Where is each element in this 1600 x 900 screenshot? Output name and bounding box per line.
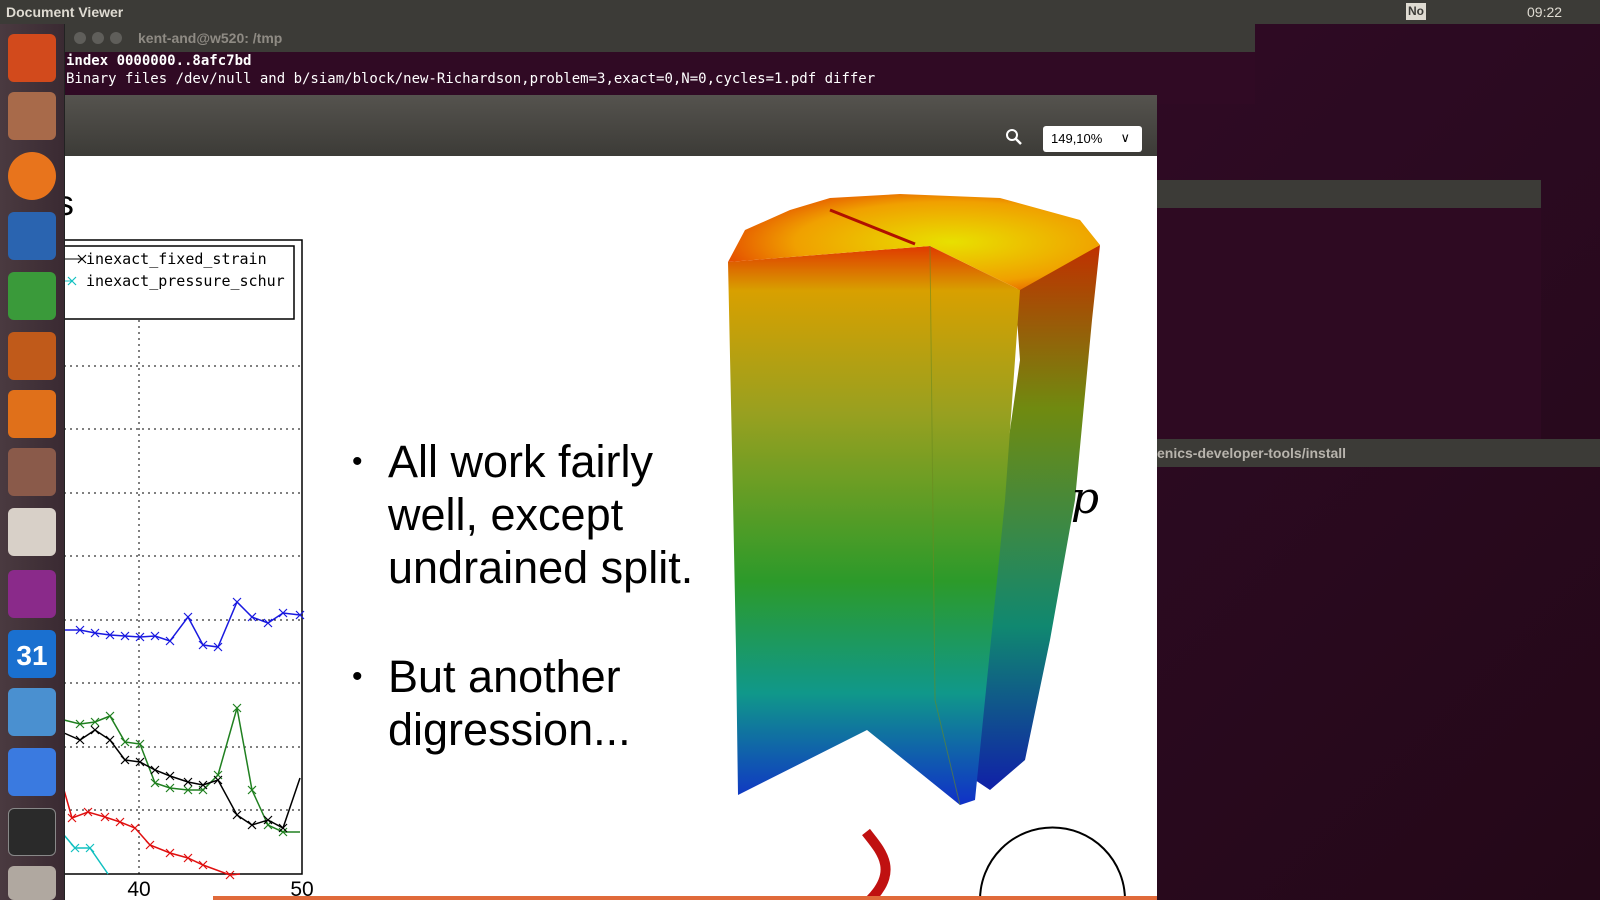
terminal-titlebar: kent-and@w520: /tmp [64,24,1255,52]
settings-icon[interactable] [8,448,56,496]
calendar-icon[interactable]: 31 [8,630,56,678]
background-window-bar [1157,180,1541,208]
zoom-value: 149,10% [1051,131,1103,146]
impress-icon[interactable] [8,332,56,380]
background-terminal-path: enics-developer-tools/install [1157,445,1347,461]
seal-fragment [979,826,1126,900]
bullet-line: well, except [388,489,624,540]
calc-icon[interactable] [8,272,56,320]
bullet-line: undrained split. [388,542,694,593]
trash-icon[interactable] [8,866,56,900]
docs-icon[interactable] [8,748,56,796]
maximize-button[interactable] [110,32,122,44]
top-bar: Document Viewer No 09:22 [0,0,1600,24]
ubuntu-icon[interactable] [8,34,56,82]
plot-legend [59,245,295,320]
writer-icon[interactable] [8,212,56,260]
dropbox-icon[interactable] [8,688,56,736]
background-terminal-bar[interactable]: enics-developer-tools/install [1157,439,1600,467]
x-tick-label: 50 [290,878,313,900]
terminal-line: index 0000000..8afc7bd [66,53,252,69]
terminal-title: kent-and@w520: /tmp [138,30,283,46]
slide-graphics: inexact_fixed_strain inexact_pressure_sc… [59,194,1157,900]
bullet-item: • But another digression... [352,650,693,756]
legend-entry: inexact_pressure_schur [86,272,285,290]
bullet-line: But another [388,651,621,702]
x-tick-label: 40 [127,878,150,900]
plot-frame [64,239,303,875]
zoom-selector[interactable]: 149,10% ∨ [1043,126,1142,152]
clock[interactable]: 09:22 [1527,4,1563,20]
minimize-button[interactable] [92,32,104,44]
terminal-window: kent-and@w520: /tmp index 0000000..8afc7… [64,24,1255,104]
calendar-day: 31 [16,640,48,671]
files-icon[interactable] [8,92,56,140]
viewer-toolbar: 149,10% ∨ [64,95,1157,156]
close-button[interactable] [74,32,86,44]
amazon-icon[interactable] [8,508,56,556]
bullet-item: • All work fairly well, except undrained s… [352,435,693,594]
slide-bullets: • All work fairly well, except undrained s… [352,435,693,756]
launcher: 31 [0,24,65,900]
plot-lines [63,597,305,880]
app-title: Document Viewer [6,4,124,20]
plot-grid [64,320,302,874]
software-icon[interactable] [8,390,56,438]
legend-entry: inexact_fixed_strain [86,250,267,268]
workspace-icon[interactable] [8,570,56,618]
terminal-line: Binary files /dev/null and b/siam/block/… [66,71,876,87]
bullet-line: All work fairly [388,436,654,487]
dropdown-arrow: ∨ [1120,130,1130,145]
search-button[interactable] [1004,127,1024,147]
terminal-output: index 0000000..8afc7bd Binary files /dev… [64,52,1255,88]
keyboard-indicator[interactable]: No [1406,3,1426,20]
bullet-dot: • [352,445,363,478]
logo-fragment [862,828,891,900]
figure-label: p [1071,473,1099,524]
pressure-figure [728,194,1100,806]
bullet-dot: • [352,660,363,693]
background-window [1157,180,1541,440]
firefox-icon[interactable] [8,152,56,200]
bullet-line: digression... [388,704,631,755]
terminal-icon[interactable] [8,808,56,856]
